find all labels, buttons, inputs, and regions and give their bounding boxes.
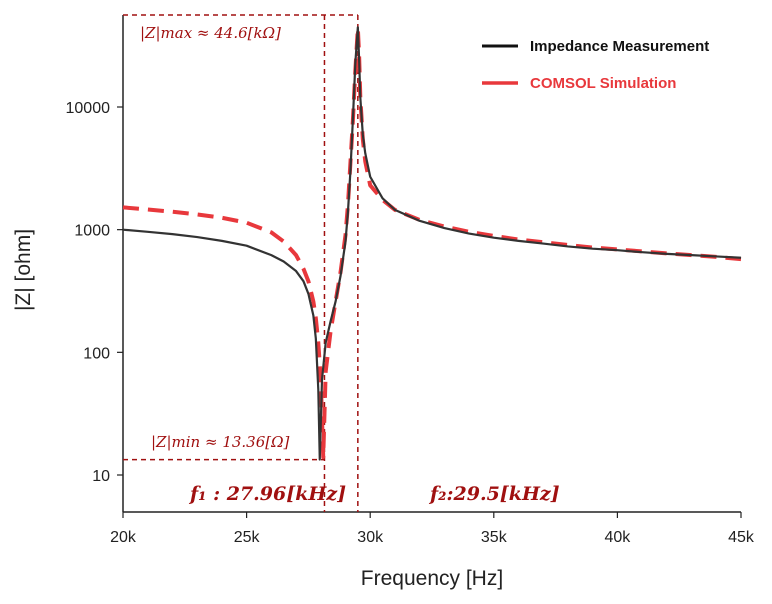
y-tick-label: 1000 (74, 223, 110, 240)
series-lines (122, 26, 742, 461)
x-tick-label: 25k (234, 529, 261, 546)
annotation-zmin: |Z|min ≈ 13.36[Ω] (151, 433, 290, 451)
legend-label-measurement: Impedance Measurement (530, 38, 709, 55)
legend: Impedance Measurement COMSOL Simulation (482, 38, 709, 92)
series-line-impedance-measurement (122, 26, 742, 461)
x-tick-label: 45k (728, 529, 755, 546)
guide-lines (123, 14, 359, 512)
axis-ticks: 20k 25k 30k 35k 40k 45k 10 100 1000 10000 (66, 100, 755, 546)
x-tick-label: 40k (605, 529, 632, 546)
y-tick-label: 100 (83, 345, 110, 362)
y-axis-title: |Z| [ohm] (12, 229, 35, 311)
annotation-zmax: |Z|max ≈ 44.6[kΩ] (140, 24, 281, 42)
annotation-f2: f₂:29.5[kHz] (428, 483, 560, 505)
y-tick-label: 10 (92, 468, 110, 485)
x-tick-label: 35k (481, 529, 508, 546)
legend-label-simulation: COMSOL Simulation (530, 75, 676, 92)
plot-frame (122, 15, 741, 513)
y-tick-label: 10000 (66, 100, 111, 117)
x-tick-label: 30k (357, 529, 384, 546)
series-line-comsol-simulation (122, 26, 742, 460)
x-tick-label: 20k (110, 529, 137, 546)
x-axis-title: Frequency [Hz] (361, 567, 503, 590)
annotation-f1: f₁ : 27.96[kHz] (188, 483, 346, 505)
